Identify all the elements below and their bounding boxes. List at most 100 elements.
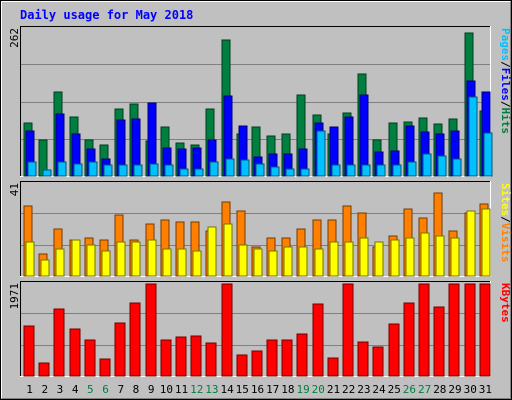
bar-pages-day-9 [149, 163, 159, 177]
bar-kbytes-day-12 [190, 335, 202, 377]
legend-entry-separator: / [499, 61, 512, 68]
bar-pages-day-31 [483, 132, 493, 177]
panel-visits-max-label: 41 [8, 183, 21, 196]
bar-pages-day-21 [331, 164, 341, 177]
bar-sites-day-5 [86, 244, 96, 277]
bar-kbytes-day-29 [448, 283, 460, 377]
bar-sites-day-15 [238, 244, 248, 277]
panel-kbytes-legend: KBytes [499, 283, 512, 323]
bar-pages-day-27 [422, 153, 432, 177]
panel-hits: 262 Pages/Files/Hits [8, 26, 512, 177]
bar-sites-day-9 [147, 239, 157, 277]
bar-pages-day-23 [361, 164, 371, 177]
day-label-8: 8 [133, 383, 140, 396]
day-label-1: 1 [26, 383, 33, 396]
day-label-6: 6 [102, 383, 109, 396]
bar-pages-day-19 [300, 168, 310, 177]
day-label-10: 10 [160, 383, 173, 396]
bar-pages-day-20 [316, 130, 326, 177]
bar-kbytes-day-9 [145, 283, 157, 377]
bar-sites-day-20 [314, 248, 324, 277]
day-label-4: 4 [72, 383, 79, 396]
bar-pages-day-4 [73, 163, 83, 177]
bar-pages-day-18 [285, 168, 295, 177]
chart-title: Daily usage for May 2018 [20, 8, 193, 22]
bar-sites-day-8 [131, 241, 141, 277]
bar-sites-day-6 [101, 250, 111, 277]
day-label-7: 7 [117, 383, 124, 396]
bar-kbytes-day-10 [160, 339, 172, 377]
day-label-16: 16 [251, 383, 264, 396]
day-label-2: 2 [41, 383, 48, 396]
panel-hits-max-label: 262 [8, 28, 21, 48]
panel-kbytes: 1971 KBytes [8, 281, 512, 377]
bar-sites-day-24 [374, 241, 384, 277]
panel-visits-legend: Sites/Visits [499, 183, 512, 263]
bar-pages-day-28 [437, 155, 447, 177]
bar-pages-day-24 [376, 164, 386, 177]
bar-pages-day-30 [468, 96, 478, 177]
bar-kbytes-day-28 [433, 306, 445, 377]
bar-kbytes-day-16 [251, 350, 263, 377]
bar-kbytes-day-21 [327, 357, 339, 377]
bar-sites-day-31 [481, 208, 491, 277]
bar-pages-day-26 [407, 161, 417, 177]
bar-kbytes-day-15 [236, 354, 248, 377]
bar-sites-day-13 [207, 226, 217, 277]
bar-sites-day-3 [55, 248, 65, 277]
bar-sites-day-10 [162, 248, 172, 277]
bar-kbytes-day-3 [53, 308, 65, 377]
bar-pages-day-1 [27, 161, 37, 177]
bar-kbytes-day-13 [205, 342, 217, 377]
bar-pages-day-16 [255, 163, 265, 177]
bar-sites-day-27 [420, 232, 430, 277]
day-label-19: 19 [296, 383, 309, 396]
day-label-12: 12 [190, 383, 203, 396]
bar-kbytes-day-30 [464, 283, 476, 377]
bar-pages-day-12 [194, 168, 204, 177]
bar-sites-day-7 [116, 241, 126, 277]
legend-entry-files: Files [499, 68, 512, 101]
bar-kbytes-day-5 [84, 339, 96, 377]
bar-files-day-23 [359, 94, 369, 177]
legend-entry-hits: Hits [499, 108, 512, 135]
day-label-31: 31 [479, 383, 492, 396]
day-label-15: 15 [236, 383, 249, 396]
bar-kbytes-day-7 [114, 322, 126, 377]
legend-entry-separator: / [499, 216, 512, 223]
bar-pages-day-6 [103, 164, 113, 177]
day-label-14: 14 [220, 383, 234, 396]
panel-hits-legend: Pages/Files/Hits [499, 28, 512, 134]
bar-pages-day-10 [164, 164, 174, 177]
day-label-3: 3 [57, 383, 64, 396]
bar-kbytes-day-17 [266, 339, 278, 377]
bar-sites-day-26 [405, 237, 415, 277]
day-label-26: 26 [403, 383, 416, 396]
day-label-5: 5 [87, 383, 94, 396]
day-label-29: 29 [448, 383, 461, 396]
bar-kbytes-day-1 [23, 325, 35, 377]
day-label-27: 27 [418, 383, 431, 396]
bar-pages-day-29 [452, 158, 462, 177]
bar-sites-day-2 [40, 259, 50, 277]
bar-kbytes-day-6 [99, 358, 111, 377]
bar-pages-day-5 [88, 161, 98, 177]
day-label-13: 13 [205, 383, 218, 396]
bar-sites-day-22 [344, 241, 354, 277]
bar-kbytes-day-24 [372, 346, 384, 377]
bar-pages-day-11 [179, 168, 189, 177]
bar-pages-day-2 [42, 169, 52, 177]
bar-pages-day-15 [240, 159, 250, 177]
day-label-24: 24 [372, 383, 386, 396]
legend-entry-sites: Sites [499, 183, 512, 216]
day-label-20: 20 [312, 383, 325, 396]
bar-kbytes-day-11 [175, 336, 187, 377]
bar-kbytes-day-25 [388, 323, 400, 377]
day-label-23: 23 [357, 383, 370, 396]
panel-visits-bars [23, 192, 491, 277]
legend-entry-pages: Pages [499, 28, 512, 61]
bar-pages-day-17 [270, 166, 280, 177]
bar-sites-day-18 [283, 246, 293, 277]
